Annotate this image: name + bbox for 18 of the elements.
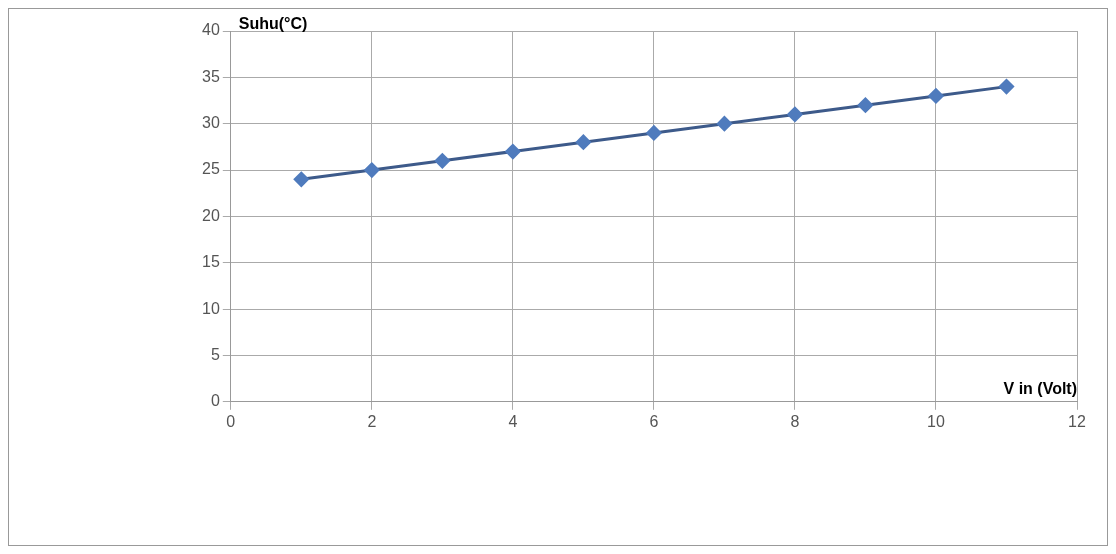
y-tick-label: 35 — [202, 67, 220, 85]
y-tick-label: 10 — [202, 299, 220, 317]
y-tick-label: 25 — [202, 160, 220, 178]
x-tick-label: 0 — [226, 412, 236, 430]
y-tick-label: 5 — [210, 345, 220, 363]
y-tick-label: 20 — [202, 206, 220, 224]
x-axis-title: V in (Volt) — [1003, 380, 1077, 398]
x-tick-label: 8 — [790, 412, 800, 430]
y-tick-label: 40 — [202, 21, 220, 39]
x-tick-label: 10 — [927, 412, 945, 430]
x-tick-label: 12 — [1068, 412, 1086, 430]
x-tick-label: 4 — [508, 412, 518, 430]
y-tick-label: 0 — [210, 392, 220, 410]
y-tick-label: 15 — [202, 253, 220, 271]
x-tick-label: 2 — [367, 412, 377, 430]
y-axis-title: Suhu(°C) — [238, 15, 308, 33]
y-tick-label: 30 — [202, 114, 220, 132]
x-tick-label: 6 — [649, 412, 659, 430]
